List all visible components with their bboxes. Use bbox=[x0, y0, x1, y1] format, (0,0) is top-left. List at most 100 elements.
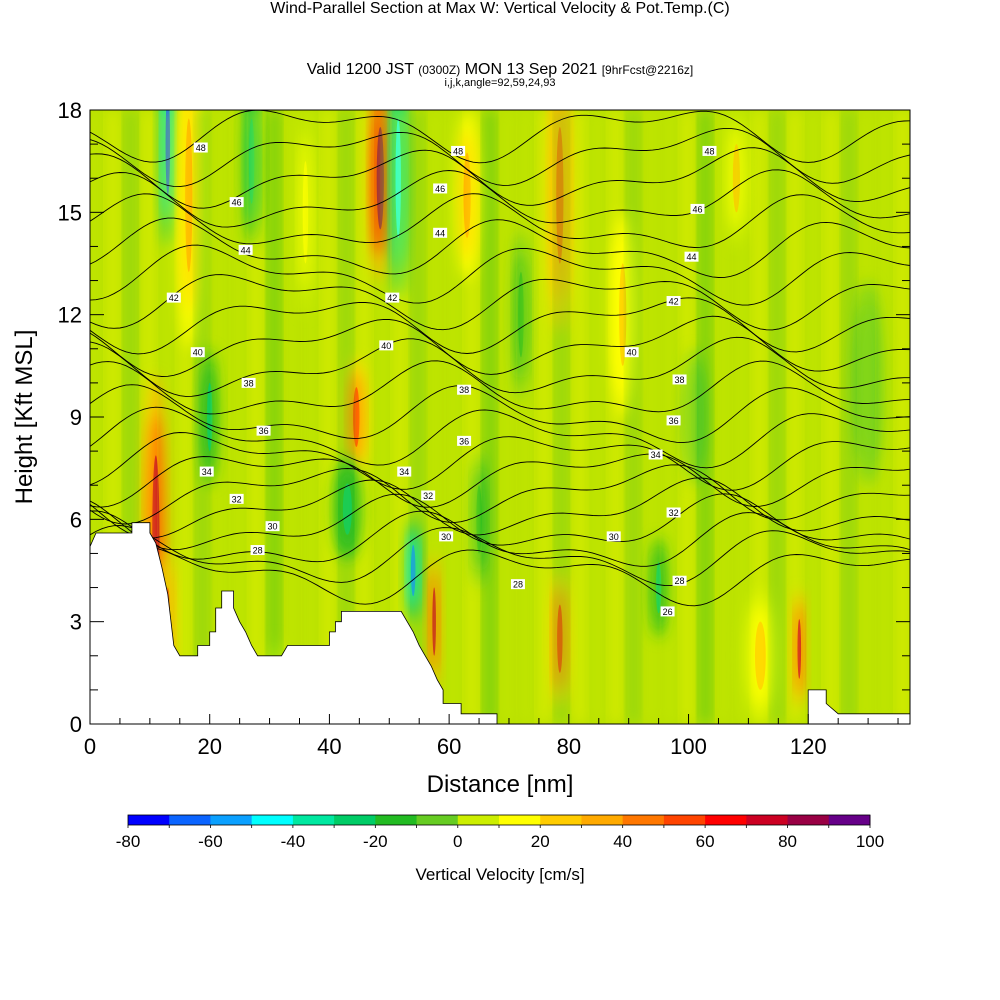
contour-label-bg bbox=[510, 579, 525, 590]
velocity-band bbox=[377, 110, 387, 724]
contour-label: 38 bbox=[672, 374, 687, 385]
contour-label: 42 bbox=[166, 292, 181, 303]
colorbar-swatch bbox=[457, 815, 500, 825]
colorbar-swatch bbox=[746, 815, 789, 825]
theta-contour bbox=[90, 217, 910, 278]
theta-contour bbox=[90, 545, 910, 607]
contour-label: 48 bbox=[702, 145, 717, 156]
contour-label: 30 bbox=[606, 531, 621, 542]
contour-label-bg bbox=[690, 203, 705, 214]
colorbar-swatch bbox=[251, 815, 294, 825]
x-tick-label: 100 bbox=[670, 734, 707, 759]
contour-label: 34 bbox=[648, 449, 663, 460]
contour-label: 30 bbox=[439, 531, 454, 542]
contour-label: 42 bbox=[385, 292, 400, 303]
contour-label: 36 bbox=[457, 435, 472, 446]
x-tick-label: 60 bbox=[437, 734, 461, 759]
contour-label-text: 26 bbox=[663, 607, 673, 617]
colorbar-swatch bbox=[787, 815, 830, 825]
contour-labels: 48 48 48 46 46 46 44 44 44 42 42 42 40 40 40 38 38 38 36 36… bbox=[166, 142, 717, 617]
theta-contour bbox=[90, 360, 910, 415]
contour-label: 46 bbox=[433, 183, 448, 194]
contour-label-bg bbox=[241, 377, 256, 388]
colorbar-swatch bbox=[416, 815, 459, 825]
contour-label-text: 28 bbox=[675, 576, 685, 586]
velocity-band bbox=[251, 110, 262, 724]
theta-contour bbox=[90, 384, 910, 444]
theta-contour bbox=[90, 336, 910, 397]
contour-label: 32 bbox=[666, 507, 681, 518]
contour-label-text: 38 bbox=[675, 375, 685, 385]
valid-zulu: (0300Z) bbox=[418, 63, 461, 77]
contour-label-bg bbox=[265, 521, 280, 532]
velocity-band bbox=[772, 110, 782, 724]
velocity-band bbox=[449, 110, 459, 724]
contour-label-bg bbox=[672, 374, 687, 385]
valid-prefix: Valid 1200 JST bbox=[306, 61, 414, 78]
contour-label: 34 bbox=[199, 466, 214, 477]
velocity-cell-core bbox=[690, 382, 699, 452]
theta-contour bbox=[90, 464, 910, 525]
contour-label: 36 bbox=[666, 415, 681, 426]
contour-label-text: 44 bbox=[687, 252, 697, 262]
chart-title-text: Wind-Parallel Section at Max W: Vertical… bbox=[270, 0, 708, 17]
theta-contour bbox=[90, 406, 910, 469]
contour-label: 32 bbox=[421, 490, 436, 501]
theta-contour bbox=[90, 169, 910, 228]
colorbar-swatch bbox=[663, 815, 706, 825]
contour-label: 30 bbox=[265, 521, 280, 532]
theta-contour bbox=[90, 147, 910, 209]
colorbar-swatch bbox=[128, 815, 170, 825]
colorbar-swatch bbox=[334, 815, 376, 825]
colorbar-title: Vertical Velocity [cm/s] bbox=[415, 865, 584, 884]
contour-label-bg bbox=[433, 183, 448, 194]
potential-temperature-contours bbox=[90, 110, 910, 607]
x-axis-title: Distance [nm] bbox=[427, 771, 574, 798]
contour-label-bg bbox=[702, 145, 717, 156]
contour-label-bg bbox=[190, 347, 205, 358]
colorbar-swatch bbox=[292, 815, 335, 825]
velocity-band bbox=[143, 110, 154, 724]
y-tick-label: 12 bbox=[58, 303, 82, 328]
contour-label-text: 48 bbox=[196, 143, 206, 153]
velocity-band bbox=[718, 110, 729, 724]
contour-label-bg bbox=[666, 507, 681, 518]
x-tick-label: 0 bbox=[84, 734, 96, 759]
x-tick-label: 120 bbox=[790, 734, 827, 759]
contour-label: 40 bbox=[379, 340, 394, 351]
terrain-mask bbox=[90, 522, 910, 724]
contour-label-bg bbox=[606, 531, 621, 542]
contour-label-text: 38 bbox=[459, 385, 469, 395]
contour-label-bg bbox=[451, 145, 466, 156]
velocity-band bbox=[592, 110, 603, 724]
velocity-band bbox=[808, 110, 818, 724]
contour-label-text: 34 bbox=[651, 450, 661, 460]
copyright-mark: (C) bbox=[707, 0, 730, 17]
velocity-band bbox=[628, 110, 639, 724]
y-tick-label: 9 bbox=[70, 405, 82, 430]
contour-label-text: 28 bbox=[513, 580, 523, 590]
theta-contour bbox=[90, 244, 910, 306]
contour-label-bg bbox=[229, 197, 244, 208]
contour-label-bg bbox=[439, 531, 454, 542]
velocity-band bbox=[736, 110, 746, 724]
velocity-band bbox=[179, 110, 190, 724]
colorbar: -80 -60 -40 -20 0 20 40 60 80 100 bbox=[116, 814, 884, 851]
velocity-band bbox=[844, 110, 854, 724]
theta-contour bbox=[90, 193, 910, 248]
contour-label-text: 38 bbox=[244, 378, 254, 388]
y-tick-label: 0 bbox=[70, 712, 82, 737]
contour-label: 48 bbox=[451, 145, 466, 156]
contour-label-text: 46 bbox=[232, 198, 242, 208]
theta-contour bbox=[90, 432, 910, 491]
contour-label-text: 30 bbox=[609, 532, 619, 542]
terrain-profile bbox=[90, 522, 910, 724]
velocity-band bbox=[197, 110, 208, 724]
colorbar-swatch bbox=[828, 815, 871, 825]
velocity-band bbox=[556, 110, 567, 724]
velocity-band bbox=[485, 110, 495, 724]
theta-contour bbox=[90, 525, 910, 587]
velocity-band bbox=[305, 110, 316, 724]
colorbar-tick-label: 20 bbox=[531, 832, 550, 851]
